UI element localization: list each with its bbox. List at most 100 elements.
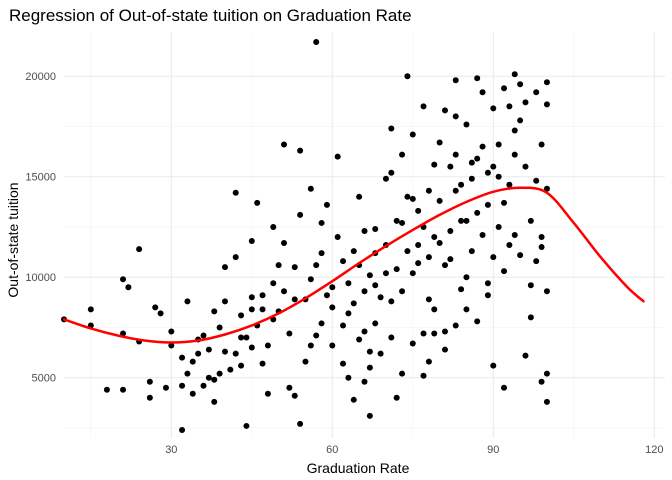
data-point (495, 173, 502, 180)
data-point (195, 350, 202, 357)
data-point (463, 306, 470, 313)
data-point (479, 89, 486, 96)
data-point (221, 348, 228, 355)
data-point (404, 248, 411, 255)
data-point (474, 318, 481, 325)
data-point (447, 256, 454, 263)
data-point (484, 292, 491, 299)
data-point (436, 139, 443, 146)
data-point (211, 308, 218, 315)
data-point (216, 370, 223, 377)
data-point (441, 346, 448, 353)
data-point (533, 258, 540, 265)
data-point (307, 342, 314, 349)
data-point (291, 392, 298, 399)
data-point (474, 75, 481, 82)
data-point (420, 372, 427, 379)
data-point (372, 320, 379, 327)
data-point (463, 274, 470, 281)
y-axis-title: Out-of-state tuition (5, 182, 21, 297)
data-point (361, 288, 368, 295)
data-point (297, 211, 304, 218)
data-point (377, 294, 384, 301)
data-point (221, 264, 228, 271)
data-point (318, 320, 325, 327)
data-point (120, 386, 127, 393)
data-point (479, 232, 486, 238)
data-point (189, 358, 196, 365)
data-point (501, 384, 508, 391)
data-point (323, 292, 330, 299)
data-point (399, 219, 406, 226)
y-tick-label: 5000 (32, 373, 56, 385)
data-point (350, 248, 357, 255)
data-point (388, 298, 395, 305)
data-point (468, 159, 475, 166)
data-point (281, 141, 288, 148)
data-point (409, 195, 416, 202)
data-point (189, 390, 196, 397)
data-point (436, 197, 443, 204)
data-point (501, 268, 508, 275)
data-point (264, 390, 271, 397)
data-point (248, 344, 255, 351)
data-point (543, 101, 550, 108)
x-tick-label: 90 (487, 444, 499, 456)
data-point (264, 342, 271, 349)
data-point (533, 89, 540, 96)
data-point (377, 350, 384, 357)
data-point (382, 270, 389, 277)
data-point (221, 298, 228, 305)
data-point (216, 324, 223, 331)
data-point (270, 280, 277, 287)
x-tick-label: 120 (645, 444, 663, 456)
data-point (479, 143, 486, 150)
data-point (527, 314, 534, 321)
data-point (474, 155, 481, 162)
data-point (458, 181, 465, 188)
data-point (340, 360, 347, 367)
data-point (404, 73, 411, 80)
x-tick-label: 60 (326, 444, 338, 456)
data-point (259, 360, 266, 367)
data-point (168, 342, 175, 349)
data-point (232, 254, 239, 261)
data-point (200, 332, 207, 339)
data-point (238, 312, 245, 319)
data-point (350, 300, 357, 307)
data-point (495, 223, 502, 230)
regression-fit-line (62, 186, 645, 344)
y-tick-label: 20000 (25, 71, 56, 83)
data-point (120, 276, 127, 283)
data-point (399, 288, 406, 295)
data-point (136, 246, 143, 253)
data-point (318, 219, 325, 226)
data-point (146, 378, 153, 385)
data-point (409, 340, 416, 347)
data-point (329, 342, 336, 349)
data-point (533, 177, 540, 184)
x-tick-label: 30 (165, 444, 177, 456)
data-point (168, 328, 175, 335)
data-point (425, 187, 432, 194)
data-point (431, 330, 438, 337)
data-point (458, 217, 465, 224)
data-point (409, 270, 416, 277)
data-point (431, 161, 438, 168)
data-point (468, 248, 475, 255)
data-point (345, 280, 352, 287)
data-point (393, 394, 400, 401)
data-point (490, 362, 497, 369)
data-point (506, 103, 513, 110)
data-point (393, 266, 400, 273)
data-point (399, 370, 406, 377)
data-point (205, 374, 212, 381)
data-point (463, 121, 470, 128)
data-point (517, 117, 524, 124)
data-point (458, 286, 465, 293)
data-point (415, 207, 422, 214)
data-point (393, 217, 400, 224)
data-point (484, 280, 491, 287)
data-point (452, 77, 459, 84)
